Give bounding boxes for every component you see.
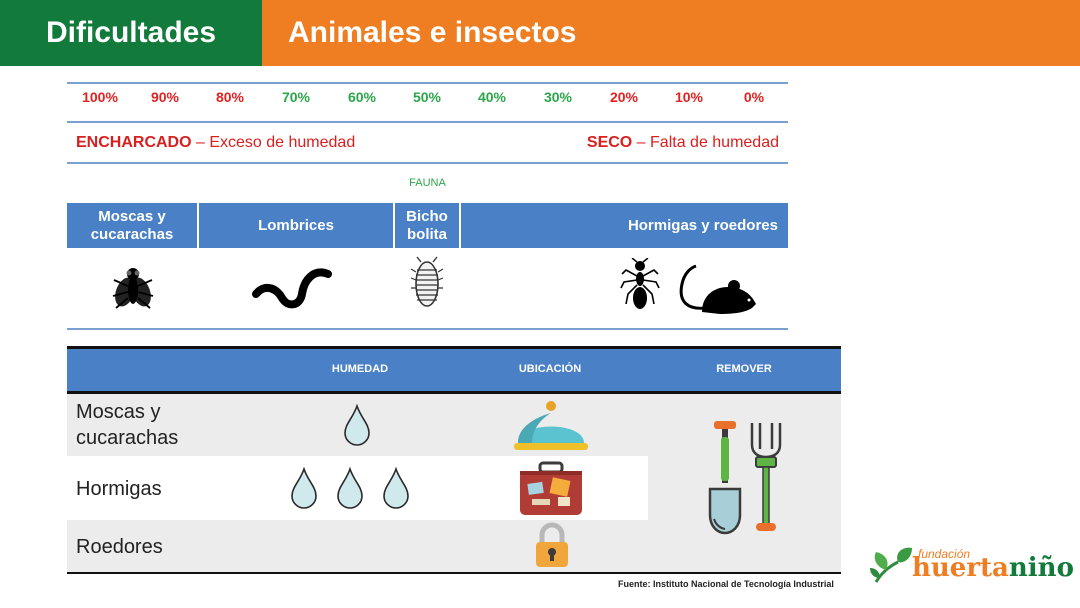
table-bottom-border [67,572,841,574]
table-top-border [67,346,841,349]
scale-bottom-line [67,162,788,164]
range-waterlogged-text: – Exceso de humedad [191,134,356,151]
fauna-label: FAUNA [409,177,446,189]
fauna-header-worms: Lombrices [199,203,393,248]
page-title: Animales e insectos [262,0,1080,66]
scale-top-line [67,82,788,84]
scale-pct-30: 30% [543,89,573,105]
source-note: Fuente: Instituto Nacional de Tecnología… [618,579,834,589]
water-drop-icon [344,404,370,446]
fauna-header-pillbug: Bicho bolita [395,203,459,248]
table-header-humidity: HUMEDAD [331,363,389,375]
scale-pct-80: 80% [215,89,245,105]
scale-mid-line [67,121,788,123]
range-dry: SECO – Falta de humedad [587,134,779,152]
fly-icon [112,268,154,309]
logo-wordmark: huertaniño [912,553,1074,583]
table-header-location: UBICACIÓN [518,363,582,375]
suitcase-icon [520,461,582,515]
range-waterlogged-bold: ENCHARCADO [76,134,192,151]
table-row [67,520,841,572]
fauna-header-ants-rodents: Hormigas y roedores [461,203,788,248]
ant-icon [620,258,660,309]
range-dry-bold: SECO [586,134,633,151]
garden-tools-icon [708,421,782,535]
scale-pct-60: 60% [347,89,377,105]
row-label-rodents: Roedores [76,536,163,558]
logo-foundation-text: fundación [918,547,971,561]
table-header-remove: REMOVER [716,363,772,375]
cloche-icon [514,401,588,450]
logo-part-nino: niño [1008,553,1074,583]
lock-icon [536,522,568,567]
scale-pct-90: 90% [150,89,180,105]
scale-pct-40: 40% [477,89,507,105]
water-drop-icon [291,467,317,509]
fauna-header-flies: Moscas y cucarachas [67,203,197,248]
mouse-icon [679,264,756,314]
row-label-ants: Hormigas [76,478,162,500]
section-title: Dificultades [0,0,262,66]
scale-pct-50: 50% [412,89,442,105]
table-row [67,394,841,456]
scale-pct-100: 100% [82,89,118,105]
logo-part-huerta: huerta [912,553,1009,583]
table-row-remove-cell [648,456,841,520]
scale-pct-0: 0% [743,89,765,105]
scale-pct-20: 20% [609,89,639,105]
row-label-flies: Moscas y cucarachas [76,401,179,449]
range-dry-text: – Falta de humedad [632,134,779,151]
water-drop-icon [337,467,363,509]
sprout-logo-icon [870,547,912,583]
water-drop-icon [383,467,409,509]
worm-icon [252,268,332,309]
pillbug-icon [410,256,444,307]
fauna-bottom-line [67,328,788,330]
table-header-underline [67,391,841,394]
scale-pct-10: 10% [674,89,704,105]
scale-pct-70: 70% [281,89,311,105]
range-waterlogged: ENCHARCADO – Exceso de humedad [76,134,355,152]
table-header-row [67,349,841,391]
